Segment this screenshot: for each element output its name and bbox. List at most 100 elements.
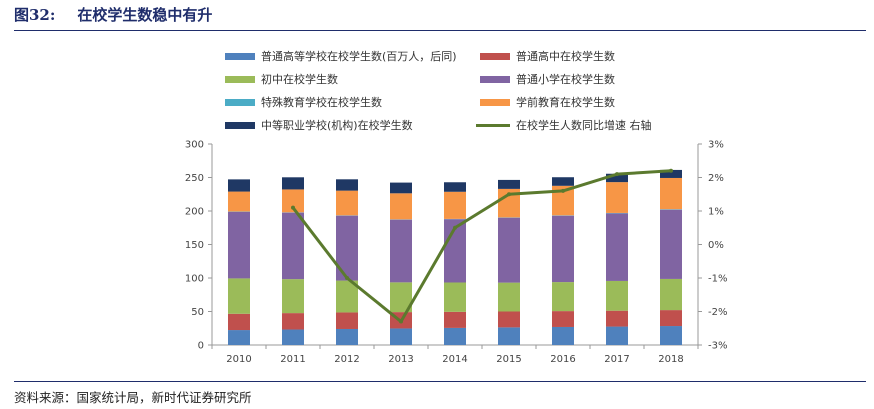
bar-segment-2014-s6 <box>444 182 466 192</box>
bar-segment-2018-s2 <box>660 278 682 311</box>
legend-swatch <box>225 52 255 60</box>
x-tick-label: 2016 <box>550 354 575 365</box>
bottom-rule <box>14 381 866 382</box>
bar-segment-2012-s2 <box>336 280 358 313</box>
bar-segment-2018-s1 <box>660 310 682 327</box>
y-left-tick-label: 200 <box>185 207 204 218</box>
bar-segment-2014-s2 <box>444 282 466 312</box>
y-right-tick-label: -3% <box>708 341 727 352</box>
legend-item-primary: 普通小学在校学生数 <box>480 71 615 87</box>
legend-label: 在校学生人数同比增速 右轴 <box>516 119 652 132</box>
legend-item-high-school: 普通高中在校学生数 <box>480 48 615 64</box>
bar-segment-2013-s0 <box>390 328 412 345</box>
legend-label: 普通高等学校在校学生数(百万人，后同) <box>261 50 457 63</box>
y-right-tick-label: 1% <box>708 207 724 218</box>
bar-segment-2014-s0 <box>444 327 466 345</box>
legend-swatch <box>225 98 255 106</box>
bar-segment-2010-s2 <box>228 278 250 314</box>
legend-swatch <box>225 75 255 83</box>
x-tick-label: 2018 <box>658 354 683 365</box>
bar-segment-2013-s6 <box>390 182 412 194</box>
bar-segment-2011-s6 <box>282 177 304 190</box>
bar-segment-2012-s5 <box>336 190 358 216</box>
legend-item-special-ed: 特殊教育学校在校学生数 <box>225 94 382 110</box>
bar-segment-2017-s1 <box>606 310 628 327</box>
bar-segment-2017-s6 <box>606 173 628 183</box>
bar-segment-2016-s2 <box>552 282 574 312</box>
y-left-tick-label: 250 <box>185 173 204 184</box>
growth-rate-point-2012 <box>345 276 349 280</box>
y-left-tick-label: 50 <box>191 307 204 318</box>
y-right-tick-label: 3% <box>708 140 724 151</box>
legend-item-higher-ed: 普通高等学校在校学生数(百万人，后同) <box>225 48 457 64</box>
legend-item-junior-high: 初中在校学生数 <box>225 71 338 87</box>
bar-segment-2013-s5 <box>390 193 412 220</box>
growth-rate-point-2011 <box>291 205 295 210</box>
bar-segment-2012-s6 <box>336 179 358 191</box>
legend-swatch <box>225 121 255 129</box>
bar-segment-2015-s3 <box>498 217 520 283</box>
top-rule <box>14 30 866 31</box>
bar-segment-2011-s0 <box>282 329 304 345</box>
legend-label: 特殊教育学校在校学生数 <box>261 96 382 109</box>
bar-segment-2018-s3 <box>660 209 682 279</box>
bar-segment-2013-s3 <box>390 219 412 283</box>
legend-item-growth-line: 在校学生人数同比增速 右轴 <box>476 117 652 133</box>
growth-rate-point-2015 <box>507 192 511 197</box>
bar-segment-2012-s0 <box>336 328 358 345</box>
growth-rate-line <box>291 169 672 324</box>
growth-rate-point-2013 <box>399 319 403 324</box>
y-right-tick-label: 0% <box>708 240 724 251</box>
x-tick-label: 2010 <box>226 354 251 365</box>
bar-segment-2011-s3 <box>282 212 304 280</box>
legend-label: 学前教育在校学生数 <box>516 96 615 109</box>
legend-label: 普通高中在校学生数 <box>516 50 615 63</box>
x-tick-label: 2014 <box>442 354 467 365</box>
legend-label: 普通小学在校学生数 <box>516 73 615 86</box>
figure-title-text: 在校学生数稳中有升 <box>77 6 213 24</box>
bar-segment-2010-s3 <box>228 211 250 279</box>
chart-legend: 普通高等学校在校学生数(百万人，后同) 普通高中在校学生数 初中在校学生数 普通… <box>0 0 874 140</box>
legend-label: 初中在校学生数 <box>261 73 338 86</box>
bar-segment-2010-s0 <box>228 330 250 345</box>
bar-segment-2016-s3 <box>552 215 574 283</box>
y-left-tick-label: 0 <box>198 341 204 352</box>
bar-segment-2011-s1 <box>282 313 304 330</box>
bar-segment-2015-s2 <box>498 282 520 312</box>
bar-segment-2018-s6 <box>660 169 682 178</box>
bar-segment-2017-s2 <box>606 280 628 311</box>
bar-segment-2016-s5 <box>552 185 574 216</box>
bar-segment-2017-s3 <box>606 213 628 281</box>
legend-label: 中等职业学校(机构)在校学生数 <box>261 119 413 132</box>
bar-segment-2018-s0 <box>660 326 682 345</box>
legend-swatch <box>480 75 510 83</box>
bar-segment-2014-s5 <box>444 191 466 219</box>
x-tick-label: 2015 <box>496 354 521 365</box>
bar-segment-2012-s1 <box>336 312 358 329</box>
bar-segment-2014-s1 <box>444 311 466 328</box>
bar-segment-2015-s6 <box>498 179 520 189</box>
bar-segment-2018-s5 <box>660 177 682 210</box>
bar-segment-2015-s0 <box>498 327 520 345</box>
y-right-tick-label: -1% <box>708 274 727 285</box>
bar-segment-2016-s6 <box>552 177 574 186</box>
bar-segment-2015-s1 <box>498 311 520 328</box>
x-tick-label: 2011 <box>280 354 305 365</box>
growth-rate-point-2014 <box>453 225 457 230</box>
legend-swatch <box>480 98 510 106</box>
y-left-tick-label: 300 <box>185 140 204 151</box>
bar-segment-2010-s5 <box>228 191 250 212</box>
bar-segment-2011-s2 <box>282 279 304 314</box>
y-left-tick-label: 100 <box>185 274 204 285</box>
y-right-tick-label: 2% <box>708 173 724 184</box>
legend-line-swatch <box>476 123 510 127</box>
legend-item-vocational: 中等职业学校(机构)在校学生数 <box>225 117 413 133</box>
bar-segment-2011-s5 <box>282 189 304 213</box>
bar-segment-2017-s0 <box>606 326 628 345</box>
figure-title: 图32: 在校学生数稳中有升 <box>14 4 212 25</box>
y-right-tick-label: -2% <box>708 307 727 318</box>
legend-item-preschool: 学前教育在校学生数 <box>480 94 615 110</box>
growth-rate-point-2017 <box>615 172 619 177</box>
y-left-tick-label: 150 <box>185 240 204 251</box>
x-tick-label: 2012 <box>334 354 359 365</box>
